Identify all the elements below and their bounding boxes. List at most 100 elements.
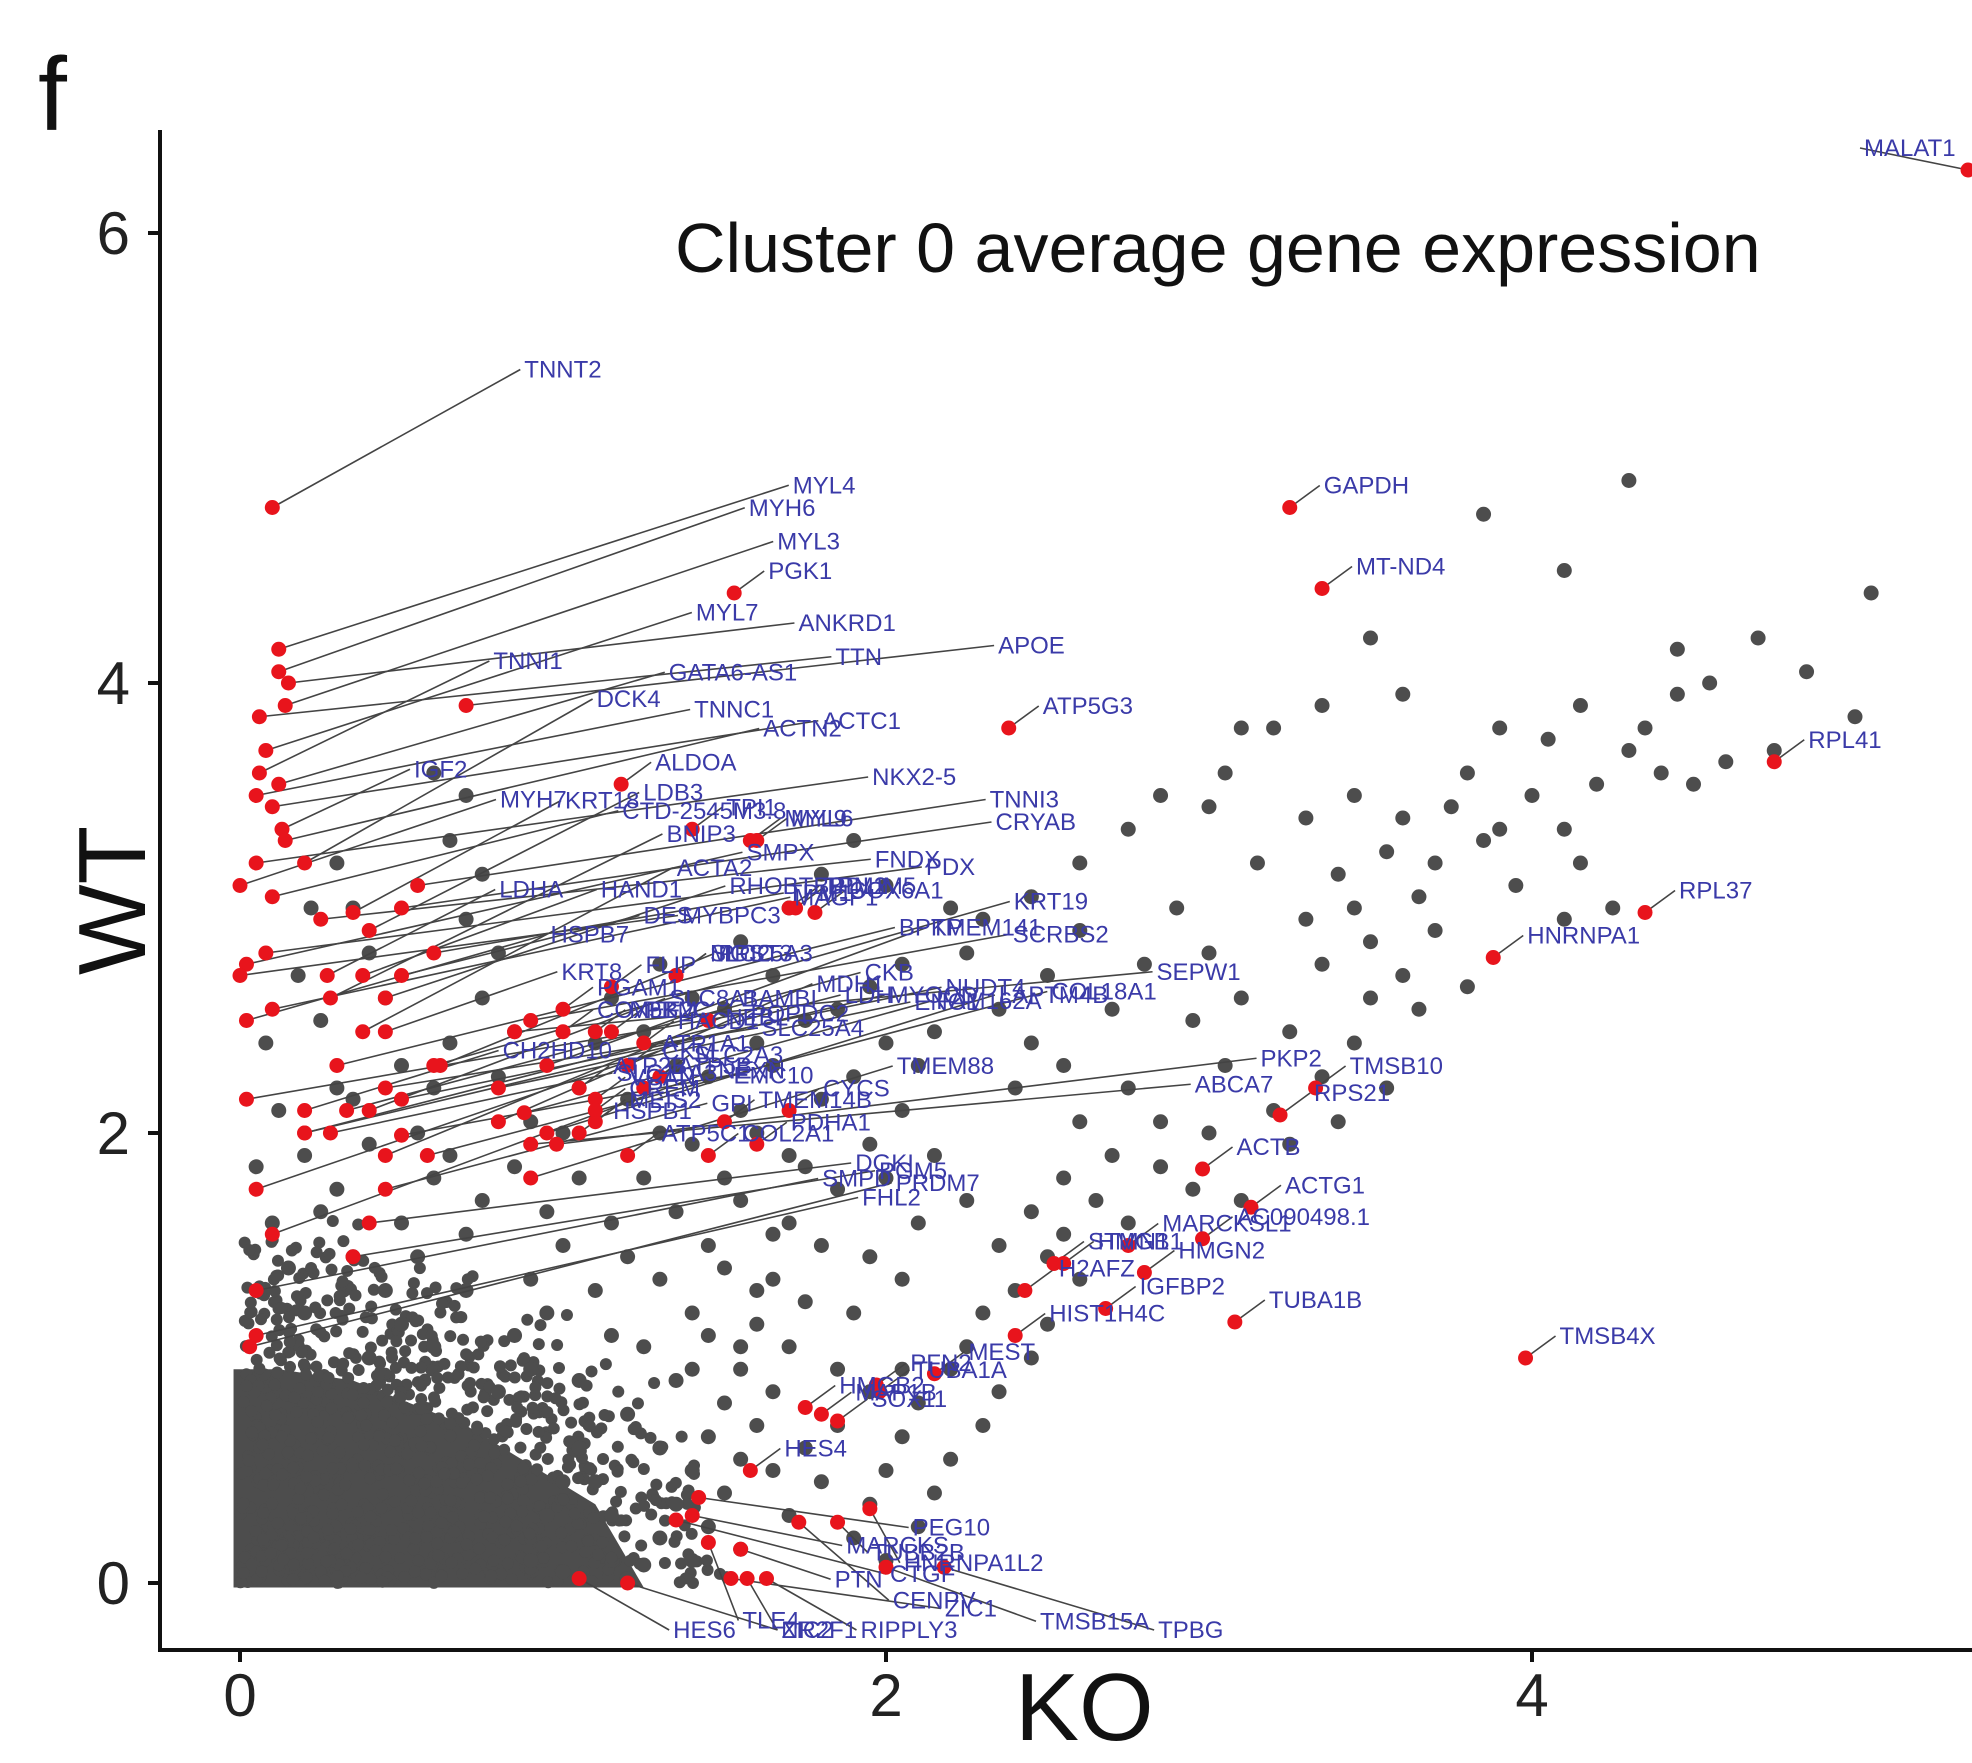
y-tick-label: 4: [97, 650, 130, 717]
axes: 0 2 4 0 2 4 6: [97, 130, 1972, 1729]
data-point: [1363, 990, 1378, 1006]
data-point: [352, 1364, 365, 1377]
label-connector: [255, 1177, 819, 1292]
data-point: [675, 1557, 688, 1570]
data-point: [603, 1328, 619, 1343]
highlighted-point: [539, 1125, 555, 1141]
data-point: [1056, 1170, 1072, 1186]
highlighted-point: [1308, 1080, 1324, 1096]
label-connector: [256, 776, 869, 864]
highlighted-point: [264, 799, 280, 815]
label-connector: [278, 506, 746, 673]
highlighted-point: [797, 1400, 813, 1415]
data-point: [700, 1238, 716, 1253]
data-point: [501, 1478, 514, 1491]
data-point: [926, 1024, 942, 1040]
data-point: [658, 1556, 671, 1569]
data-point: [1379, 844, 1395, 860]
highlighted-point: [277, 698, 293, 713]
data-point: [374, 1365, 387, 1378]
gene-label: TNNI1: [493, 648, 562, 675]
data-point: [501, 1492, 514, 1505]
data-point: [547, 1422, 560, 1435]
highlighted-point: [749, 1136, 765, 1152]
data-point: [525, 1473, 538, 1486]
data-point: [294, 1512, 307, 1525]
highlighted-point: [936, 1559, 952, 1575]
data-point: [311, 1385, 324, 1398]
data-point: [514, 1441, 527, 1454]
highlighted-point: [232, 878, 248, 893]
gene-label: PDLIM5: [830, 873, 917, 900]
data-point: [329, 855, 345, 871]
data-point: [846, 833, 862, 848]
data-point: [650, 1478, 663, 1491]
data-point: [797, 1294, 813, 1310]
data-point: [389, 1434, 402, 1447]
data-point: [1136, 956, 1152, 972]
data-point: [557, 1493, 570, 1506]
data-point: [260, 1399, 273, 1412]
data-point: [652, 1440, 668, 1456]
highlighted-point: [232, 968, 248, 983]
data-point: [256, 1438, 269, 1451]
gene-label: MALAT1: [1864, 135, 1956, 162]
data-point: [320, 1555, 333, 1568]
data-point: [292, 1492, 305, 1505]
highlighted-point: [636, 1080, 652, 1096]
data-point: [510, 1415, 523, 1428]
data-point: [658, 1514, 671, 1527]
gene-label: CKB: [865, 960, 914, 987]
data-point: [635, 1539, 648, 1552]
x-tick-label: 0: [223, 1662, 256, 1729]
highlighted-point: [555, 1001, 571, 1017]
label-connector: [466, 644, 995, 707]
data-point: [426, 1339, 442, 1355]
highlighted-point: [523, 1170, 539, 1186]
data-point: [618, 1530, 631, 1543]
label-connectors: [239, 147, 1969, 1631]
data-point: [1169, 900, 1185, 916]
gene-label: MEST: [968, 1339, 1035, 1366]
data-point: [359, 1561, 372, 1574]
data-point: [485, 1569, 498, 1582]
data-point: [357, 1382, 370, 1395]
y-tick-label: 2: [97, 1100, 130, 1167]
data-point: [410, 1249, 426, 1265]
highlighted-point: [377, 990, 393, 1006]
highlighted-point: [258, 945, 274, 961]
highlighted-point: [613, 776, 629, 792]
data-point: [520, 1423, 533, 1436]
label-connector: [239, 798, 497, 887]
data-point: [441, 1371, 454, 1384]
data-point: [454, 1311, 467, 1324]
data-point: [717, 1395, 732, 1411]
label-connector: [281, 768, 411, 830]
gene-label: RPL41: [1808, 727, 1881, 754]
data-point: [317, 1488, 330, 1501]
gene-label: RIPPLY3: [860, 1617, 957, 1644]
data-point: [504, 1359, 517, 1372]
data-point: [444, 1430, 457, 1443]
data-point: [557, 1404, 570, 1417]
label-connector: [401, 986, 942, 1101]
data-point: [432, 1412, 445, 1425]
data-point: [1023, 1204, 1039, 1220]
data-point: [444, 1494, 457, 1507]
highlighted-point: [684, 821, 700, 837]
highlighted-point: [238, 1091, 254, 1107]
data-point: [270, 1339, 283, 1352]
data-point: [541, 1377, 554, 1390]
label-connector: [278, 484, 790, 651]
data-point: [258, 1429, 271, 1442]
gene-label: COX6A1: [849, 878, 944, 905]
data-point: [474, 1491, 487, 1504]
highlighted-point: [587, 1114, 603, 1130]
gene-label: ACTN2: [763, 716, 842, 743]
data-point: [611, 1465, 624, 1478]
data-point: [700, 1429, 716, 1445]
data-point: [398, 1401, 411, 1414]
highlighted-point: [1120, 1238, 1136, 1253]
highlighted-point: [603, 1024, 619, 1040]
data-point: [379, 1550, 392, 1563]
